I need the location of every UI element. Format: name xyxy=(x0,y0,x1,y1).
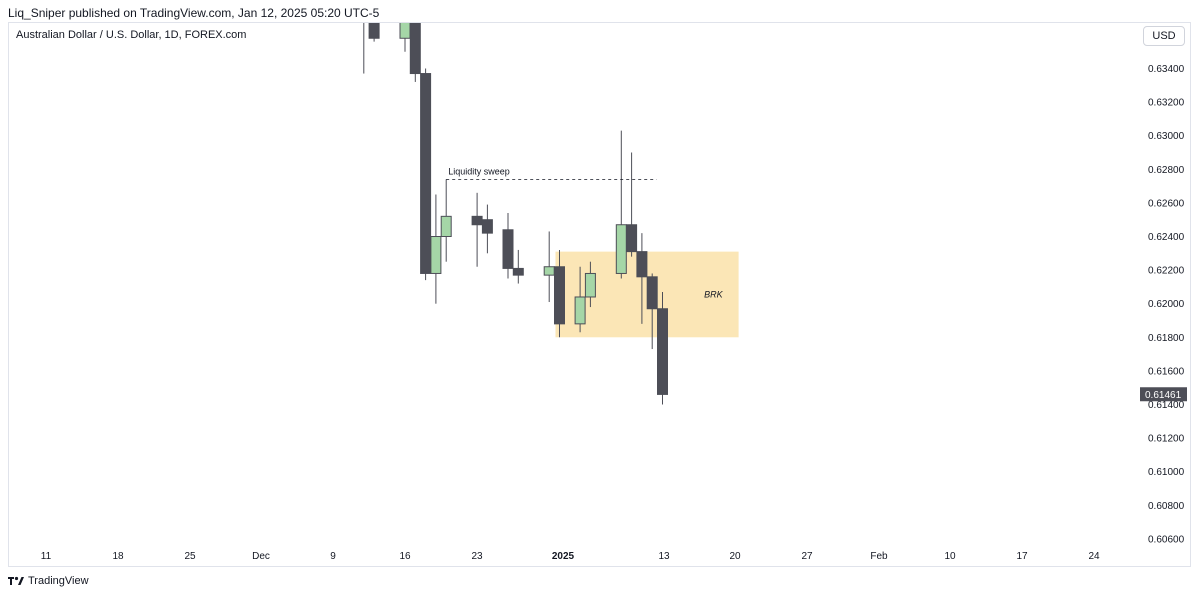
date-tick: 23 xyxy=(471,551,483,562)
candle-body xyxy=(399,23,411,39)
annotation-layer: Liquidity sweep BRK xyxy=(446,166,724,299)
price-tick: 0.61800 xyxy=(1148,333,1185,344)
last-price-label: 0.61461 xyxy=(1145,390,1182,401)
candle[interactable] xyxy=(440,179,452,262)
date-tick: 27 xyxy=(801,551,813,562)
publisher-line: Liq_Sniper published on TradingView.com,… xyxy=(8,6,380,20)
candle-body xyxy=(626,224,638,253)
price-tick: 0.62800 xyxy=(1148,165,1185,176)
date-tick: 17 xyxy=(1016,551,1028,562)
currency-button[interactable]: USD xyxy=(1143,26,1185,46)
candle-body xyxy=(615,224,627,274)
candle-body xyxy=(636,251,648,278)
price-tick: 0.62000 xyxy=(1148,299,1185,310)
candle[interactable] xyxy=(359,0,369,74)
date-tick: 24 xyxy=(1088,551,1100,562)
symbol-title: Australian Dollar / U.S. Dollar, 1D, FOR… xyxy=(16,29,247,41)
candle-body xyxy=(420,73,432,274)
candle-body xyxy=(543,266,555,276)
candle-body xyxy=(430,236,442,274)
candle[interactable] xyxy=(657,291,668,405)
candle-body xyxy=(409,23,421,75)
candle[interactable] xyxy=(430,194,442,304)
candles-layer xyxy=(359,0,668,405)
price-tick: 0.60800 xyxy=(1148,501,1185,512)
date-tick: 25 xyxy=(184,551,196,562)
footer-brand-label: TradingView xyxy=(28,575,89,587)
brk-zone-label: BRK xyxy=(704,289,724,299)
candle[interactable] xyxy=(584,261,596,308)
candle[interactable] xyxy=(626,152,638,257)
price-tick: 0.61600 xyxy=(1148,366,1185,377)
candle[interactable] xyxy=(399,15,411,52)
price-tick: 0.61400 xyxy=(1148,400,1185,411)
date-tick: 10 xyxy=(944,551,956,562)
date-tick: Feb xyxy=(870,551,888,562)
candle[interactable] xyxy=(420,68,432,281)
price-tick: 0.60600 xyxy=(1148,534,1185,545)
candle[interactable] xyxy=(502,212,514,279)
candle-body xyxy=(368,23,380,39)
candle[interactable] xyxy=(368,5,380,42)
candle-body xyxy=(646,276,658,310)
price-tick: 0.62200 xyxy=(1148,266,1185,277)
candle[interactable] xyxy=(512,249,524,284)
candle-body xyxy=(512,267,524,276)
candle-body xyxy=(359,10,369,18)
date-axis: 11 18 25 Dec 9 16 23 2025 13 20 27 Feb 10 17 24 xyxy=(41,551,1100,562)
candle-body xyxy=(574,296,586,325)
price-tick: 0.61000 xyxy=(1148,467,1185,478)
last-price-tag xyxy=(1140,387,1187,402)
date-tick: 9 xyxy=(330,551,336,562)
candle[interactable] xyxy=(615,130,627,279)
date-tick: 13 xyxy=(658,551,670,562)
candle[interactable] xyxy=(471,192,483,267)
date-tick: 20 xyxy=(729,551,741,562)
candle-body xyxy=(471,215,483,226)
candle[interactable] xyxy=(554,249,565,338)
date-tick: 2025 xyxy=(552,551,575,562)
date-tick: 18 xyxy=(112,551,124,562)
price-tick: 0.63400 xyxy=(1148,64,1185,75)
candle[interactable] xyxy=(574,266,586,333)
tradingview-logo-icon xyxy=(8,576,24,585)
candle[interactable] xyxy=(409,13,421,82)
date-tick: Dec xyxy=(252,551,270,562)
candle-body xyxy=(481,219,493,234)
footer-brand[interactable]: TradingView xyxy=(8,575,89,587)
candle[interactable] xyxy=(646,273,658,350)
price-tick: 0.63000 xyxy=(1148,131,1185,142)
candle-body xyxy=(584,272,596,298)
price-tick: 0.62600 xyxy=(1148,198,1185,209)
price-axis: 0.63400 0.63200 0.63000 0.62800 0.62600 0.624… xyxy=(1140,64,1187,545)
liquidity-sweep-label: Liquidity sweep xyxy=(448,166,510,176)
candle[interactable] xyxy=(543,231,555,303)
candle-body xyxy=(440,215,452,237)
price-tick: 0.62400 xyxy=(1148,232,1185,243)
candle-body xyxy=(554,266,565,325)
price-tick: 0.61200 xyxy=(1148,434,1185,445)
date-tick: 11 xyxy=(41,551,52,562)
candle[interactable] xyxy=(481,204,493,254)
candle-body xyxy=(502,229,514,269)
candle[interactable] xyxy=(636,233,648,324)
candle-body xyxy=(657,308,668,395)
price-tick: 0.63200 xyxy=(1148,98,1185,109)
date-tick: 16 xyxy=(399,551,411,562)
